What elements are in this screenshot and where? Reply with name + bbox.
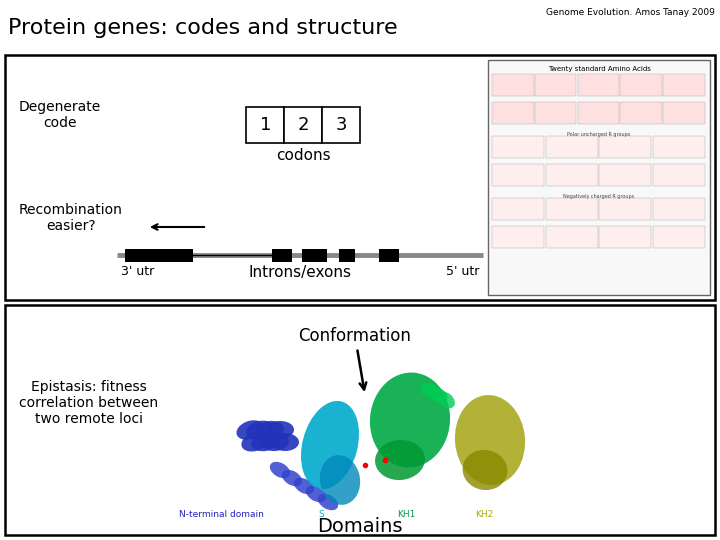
- Bar: [599, 136, 651, 158]
- Ellipse shape: [270, 462, 290, 478]
- Text: Negatively charged R groups: Negatively charged R groups: [564, 194, 634, 199]
- Ellipse shape: [455, 395, 525, 485]
- Bar: [663, 102, 705, 124]
- Bar: [535, 102, 577, 124]
- Text: Genome Evolution. Amos Tanay 2009: Genome Evolution. Amos Tanay 2009: [546, 8, 715, 17]
- Text: Conformation: Conformation: [299, 327, 411, 389]
- Ellipse shape: [375, 440, 425, 480]
- Bar: [546, 198, 598, 220]
- Bar: [652, 164, 704, 186]
- Bar: [546, 164, 598, 186]
- Text: 3: 3: [336, 116, 347, 134]
- Bar: [302, 248, 327, 261]
- Ellipse shape: [256, 421, 284, 439]
- Text: 3' utr: 3' utr: [121, 265, 154, 278]
- Ellipse shape: [236, 420, 264, 440]
- Bar: [492, 164, 544, 186]
- Text: 1: 1: [259, 116, 271, 134]
- Text: N-terminal domain: N-terminal domain: [179, 510, 264, 519]
- Bar: [5, 305, 715, 535]
- Text: Domains: Domains: [318, 517, 402, 536]
- Bar: [652, 226, 704, 248]
- Bar: [492, 136, 544, 158]
- Ellipse shape: [318, 494, 338, 510]
- Bar: [546, 136, 598, 158]
- Bar: [488, 60, 710, 295]
- Ellipse shape: [320, 455, 360, 505]
- Ellipse shape: [251, 433, 279, 451]
- Text: Polar uncharged R groups: Polar uncharged R groups: [567, 132, 631, 137]
- Bar: [599, 198, 651, 220]
- Bar: [652, 136, 704, 158]
- Bar: [323, 107, 360, 143]
- Bar: [663, 74, 705, 96]
- Text: Twenty standard Amino Acids: Twenty standard Amino Acids: [548, 66, 650, 72]
- Text: codons: codons: [276, 148, 330, 163]
- Bar: [599, 226, 651, 248]
- Ellipse shape: [428, 387, 448, 403]
- Ellipse shape: [437, 392, 455, 408]
- Text: S: S: [318, 510, 324, 519]
- Ellipse shape: [301, 401, 359, 489]
- Bar: [577, 102, 619, 124]
- Text: Protein genes: codes and structure: Protein genes: codes and structure: [8, 18, 397, 38]
- Bar: [379, 248, 399, 261]
- Ellipse shape: [294, 478, 314, 494]
- Text: 2: 2: [297, 116, 309, 134]
- Bar: [339, 248, 355, 261]
- Bar: [535, 74, 577, 96]
- Text: 5' utr: 5' utr: [446, 265, 479, 278]
- Bar: [621, 74, 662, 96]
- Text: Epistasis: fitness
correlation between
two remote loci: Epistasis: fitness correlation between t…: [19, 380, 158, 427]
- Bar: [246, 107, 284, 143]
- Ellipse shape: [241, 433, 269, 451]
- Ellipse shape: [246, 421, 274, 440]
- Bar: [492, 102, 534, 124]
- Ellipse shape: [306, 486, 326, 502]
- Text: Recombination
easier?: Recombination easier?: [19, 203, 123, 233]
- Ellipse shape: [282, 470, 302, 486]
- Bar: [284, 107, 323, 143]
- Bar: [125, 248, 193, 261]
- Text: KH2: KH2: [475, 510, 493, 519]
- Text: Introns/exons: Introns/exons: [248, 265, 351, 280]
- Bar: [492, 226, 544, 248]
- Bar: [599, 164, 651, 186]
- Text: Degenerate
code: Degenerate code: [19, 100, 102, 130]
- Bar: [546, 226, 598, 248]
- Text: KH1: KH1: [397, 510, 415, 519]
- Bar: [492, 198, 544, 220]
- Ellipse shape: [271, 433, 299, 451]
- Ellipse shape: [370, 373, 450, 468]
- Bar: [5, 55, 715, 300]
- Ellipse shape: [266, 421, 294, 439]
- Ellipse shape: [420, 383, 440, 397]
- Bar: [577, 74, 619, 96]
- Bar: [492, 74, 534, 96]
- Bar: [272, 248, 292, 261]
- Bar: [652, 198, 704, 220]
- Bar: [621, 102, 662, 124]
- Ellipse shape: [462, 450, 508, 490]
- Ellipse shape: [261, 433, 289, 451]
